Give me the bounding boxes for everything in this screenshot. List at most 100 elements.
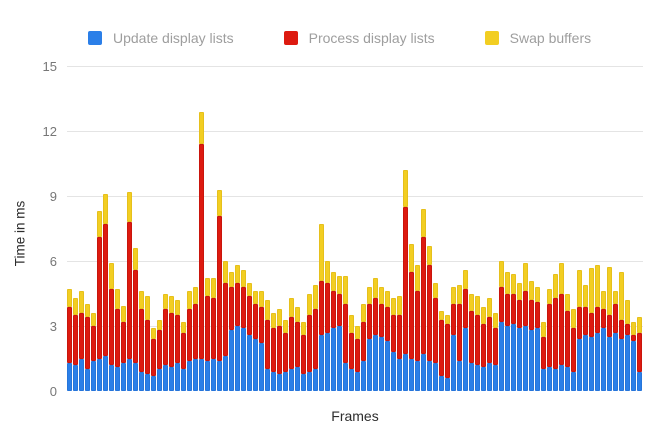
red-swatch-icon: [283, 31, 298, 45]
bar-segment-update-display-lists: [463, 328, 468, 391]
gridline-15ms: [67, 66, 643, 67]
bar-segment-process-display-lists: [595, 306, 600, 333]
bar-segment-swap-buffers: [487, 297, 492, 318]
chart-legend: Update display lists Process display lis…: [88, 30, 591, 46]
bar-segment-swap-buffers: [331, 271, 336, 292]
bar-segment-update-display-lists: [313, 369, 318, 391]
bar-segment-process-display-lists: [157, 330, 162, 370]
bar-segment-process-display-lists: [499, 287, 504, 322]
bar-segment-swap-buffers: [337, 276, 342, 294]
bar-frame-59: [415, 265, 420, 391]
bar-frame-87: [583, 284, 588, 391]
bar-frame-21: [187, 291, 192, 391]
legend-item-update-display-lists[interactable]: Update display lists: [88, 30, 234, 46]
y-tick-label-9: 9: [49, 189, 57, 204]
bar-segment-process-display-lists: [319, 280, 324, 335]
bar-segment-swap-buffers: [367, 287, 372, 305]
bar-segment-swap-buffers: [319, 224, 324, 281]
bar-segment-process-display-lists: [529, 300, 534, 331]
bar-segment-swap-buffers: [109, 263, 114, 290]
bar-segment-process-display-lists: [73, 315, 78, 365]
bar-segment-update-display-lists: [553, 369, 558, 391]
bar-segment-swap-buffers: [175, 299, 180, 316]
bar-frame-38: [289, 297, 294, 391]
bar-frame-62: [433, 282, 438, 391]
bar-frame-80: [541, 321, 546, 391]
bar-segment-swap-buffers: [583, 284, 588, 307]
bar-frame-45: [331, 271, 336, 391]
bar-segment-update-display-lists: [169, 367, 174, 391]
bar-segment-swap-buffers: [139, 291, 144, 309]
bar-frame-60: [421, 209, 426, 391]
bar-frame-48: [349, 315, 354, 391]
bar-frame-18: [169, 295, 174, 391]
bar-segment-swap-buffers: [571, 308, 576, 329]
bar-segment-update-display-lists: [97, 358, 102, 391]
bar-segment-swap-buffers: [151, 328, 156, 340]
bar-segment-swap-buffers: [283, 319, 288, 333]
bar-segment-swap-buffers: [79, 291, 84, 313]
bar-segment-swap-buffers: [391, 297, 396, 316]
legend-item-process-display-lists[interactable]: Process display lists: [283, 30, 435, 46]
bar-segment-update-display-lists: [265, 369, 270, 391]
bar-segment-swap-buffers: [481, 306, 486, 324]
bar-frame-25: [211, 278, 216, 391]
bar-segment-update-display-lists: [625, 334, 630, 391]
legend-item-swap-buffers[interactable]: Swap buffers: [484, 30, 591, 46]
y-tick-label-3: 3: [49, 319, 57, 334]
bar-segment-update-display-lists: [175, 362, 180, 391]
bar-segment-process-display-lists: [181, 332, 186, 370]
bar-segment-process-display-lists: [481, 323, 486, 368]
bar-segment-process-display-lists: [169, 313, 174, 368]
bar-segment-swap-buffers: [325, 261, 330, 283]
bar-segment-update-display-lists: [121, 362, 126, 391]
bar-segment-update-display-lists: [73, 365, 78, 391]
gridline-6ms: [67, 261, 643, 262]
bar-frame-72: [493, 313, 498, 391]
bar-segment-process-display-lists: [271, 328, 276, 372]
bar-segment-update-display-lists: [487, 362, 492, 391]
bar-segment-swap-buffers: [553, 274, 558, 298]
bar-segment-process-display-lists: [109, 289, 114, 365]
bar-segment-process-display-lists: [127, 222, 132, 359]
bar-segment-swap-buffers: [559, 263, 564, 294]
bar-segment-update-display-lists: [259, 343, 264, 391]
bar-frame-40: [301, 321, 306, 391]
bar-frame-67: [463, 269, 468, 391]
bar-frame-55: [391, 297, 396, 391]
bar-frame-37: [283, 319, 288, 391]
bar-segment-process-display-lists: [277, 326, 282, 374]
bar-segment-update-display-lists: [547, 367, 552, 391]
bar-segment-process-display-lists: [613, 304, 618, 333]
bar-segment-process-display-lists: [265, 319, 270, 370]
bar-frame-95: [631, 321, 636, 391]
bar-segment-swap-buffers: [205, 278, 210, 296]
bar-segment-update-display-lists: [523, 326, 528, 391]
bar-segment-update-display-lists: [85, 369, 90, 391]
bar-frame-73: [499, 261, 504, 391]
bar-segment-update-display-lists: [565, 367, 570, 391]
bar-segment-swap-buffers: [577, 269, 582, 307]
bar-segment-process-display-lists: [553, 297, 558, 370]
bar-segment-swap-buffers: [421, 209, 426, 238]
bar-segment-update-display-lists: [133, 362, 138, 391]
bar-segment-process-display-lists: [235, 282, 240, 326]
bar-segment-swap-buffers: [589, 267, 594, 314]
bar-segment-process-display-lists: [217, 215, 222, 361]
bar-frame-71: [487, 297, 492, 391]
bar-segment-swap-buffers: [637, 317, 642, 333]
bar-frame-76: [517, 282, 522, 391]
bar-segment-swap-buffers: [427, 245, 432, 266]
bar-frame-47: [343, 276, 348, 391]
bar-segment-swap-buffers: [301, 321, 306, 335]
bar-segment-process-display-lists: [397, 315, 402, 359]
bar-frame-22: [193, 287, 198, 391]
bar-segment-process-display-lists: [541, 336, 546, 370]
bar-segment-process-display-lists: [337, 293, 342, 326]
bar-segment-swap-buffers: [619, 271, 624, 320]
bar-segment-process-display-lists: [475, 315, 480, 365]
bar-segment-swap-buffers: [295, 306, 300, 322]
bar-segment-swap-buffers: [121, 306, 126, 322]
bar-frame-79: [535, 287, 540, 391]
bar-segment-swap-buffers: [505, 271, 510, 294]
